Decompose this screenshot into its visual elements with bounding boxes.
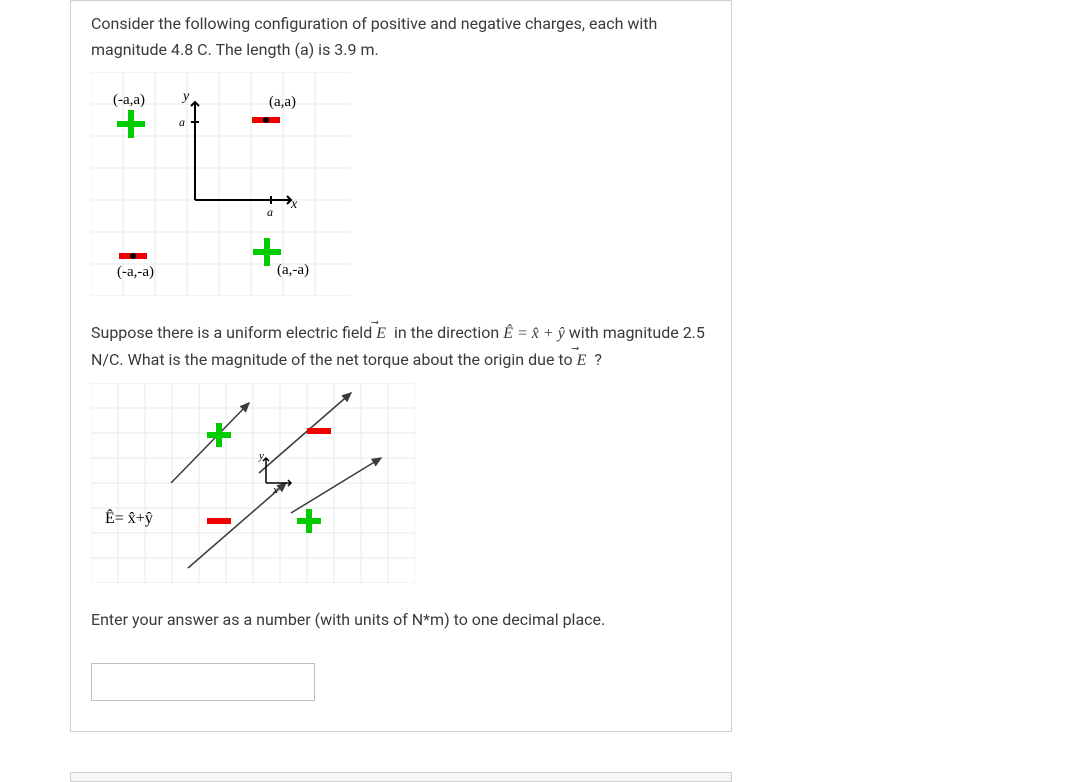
question-intro: Consider the following configuration of … [91,11,711,62]
svg-text:(a,a): (a,a) [269,94,296,110]
figure-1-container: y x a a (-a,a) (a,a) [91,72,711,300]
svg-text:(-a,-a): (-a,-a) [117,264,154,280]
charge-config-figure: y x a a (-a,a) (a,a) [91,72,351,296]
svg-text:(a,-a): (a,-a) [277,262,309,278]
question-card: Consider the following configuration of … [70,0,732,732]
svg-text:a: a [179,115,185,129]
svg-text:a: a [267,205,273,219]
svg-text:x: x [272,484,278,496]
question-mid: Suppose there is a uniform electric fiel… [91,320,711,373]
e-vector-symbol-2: E⃗ [577,352,591,369]
answer-input[interactable] [91,663,315,701]
svg-text:(-a,a): (-a,a) [113,92,145,108]
figure-2-container: y x Ê= x̂+ŷ [91,383,711,587]
mid-text-2: in the direction [394,323,503,342]
svg-text:x: x [290,197,298,212]
e-vector-symbol: E⃗ [376,325,390,342]
svg-text:y: y [258,450,264,462]
field-direction-figure: y x Ê= x̂+ŷ [91,383,415,583]
svg-text:y: y [181,89,190,104]
answer-prompt: Enter your answer as a number (with unit… [91,607,711,633]
mid-text-4: ? [594,350,602,369]
next-question-card [70,772,732,782]
e-hat-equation: Ê = x̂ + ŷ [503,325,565,342]
mid-text-1: Suppose there is a uniform electric fiel… [91,323,376,342]
field-label: Ê= x̂+ŷ [105,508,153,527]
